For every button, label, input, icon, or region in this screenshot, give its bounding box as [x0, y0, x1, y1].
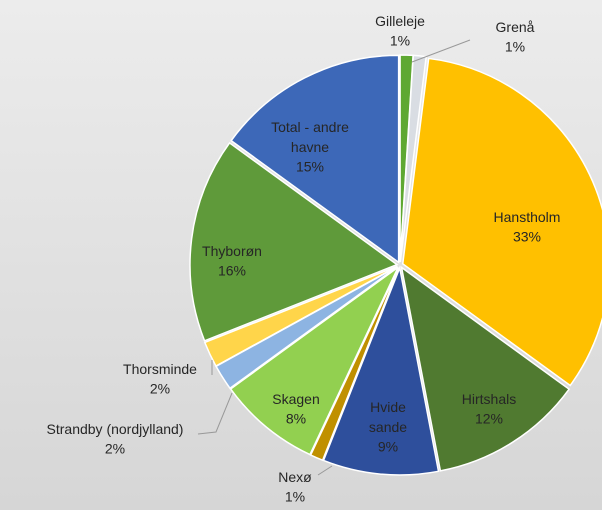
label-line: Thorsminde — [123, 361, 197, 377]
label-line: Hvide — [370, 399, 406, 415]
value-label: 15% — [296, 159, 324, 175]
label-line: Gilleleje — [375, 13, 425, 29]
value-label: 1% — [505, 39, 525, 55]
value-label: 9% — [378, 439, 398, 455]
label-line: Skagen — [272, 391, 319, 407]
value-label: 2% — [105, 441, 125, 457]
label-line: Hirtshals — [462, 391, 516, 407]
value-label: 16% — [218, 263, 246, 279]
label-line: Strandby (nordjylland) — [47, 421, 184, 437]
value-label: 12% — [475, 411, 503, 427]
leader-line — [317, 465, 333, 476]
data-label: Total - andre havne — [271, 119, 349, 155]
pie-slice — [229, 266, 399, 456]
pie-slice — [401, 57, 602, 387]
value-label: 33% — [513, 229, 541, 245]
data-label: Nexø — [278, 469, 312, 485]
value-label: 1% — [285, 489, 305, 505]
label-line: havne — [291, 139, 329, 155]
data-label: Grenå — [496, 19, 535, 35]
value-label: 2% — [150, 381, 170, 397]
data-label: Hanstholm — [494, 209, 561, 225]
label-line: Total - andre — [271, 119, 349, 135]
pie-slice — [189, 141, 399, 342]
value-label: 8% — [286, 411, 306, 427]
data-label: Strandby (nordjylland) — [47, 421, 184, 437]
data-label: Thorsminde — [123, 361, 197, 377]
label-line: Thyborøn — [202, 243, 262, 259]
data-label: Hirtshals — [462, 391, 516, 407]
data-label: Gilleleje — [375, 13, 425, 29]
label-line: Nexø — [278, 469, 312, 485]
value-label: 1% — [390, 33, 410, 49]
leader-line — [197, 392, 233, 435]
label-line: Grenå — [496, 19, 535, 35]
leader-line — [411, 39, 471, 63]
data-label: Thyborøn — [202, 243, 262, 259]
pie-slice — [309, 267, 400, 462]
data-label: Hvide sande — [369, 399, 407, 435]
label-line: sande — [369, 419, 407, 435]
pie-slice — [322, 265, 440, 476]
pie-slice — [203, 265, 398, 368]
pie-slice — [400, 265, 571, 472]
label-line: Hanstholm — [494, 209, 561, 225]
data-label: Skagen — [272, 391, 319, 407]
pie-slice — [230, 54, 400, 264]
